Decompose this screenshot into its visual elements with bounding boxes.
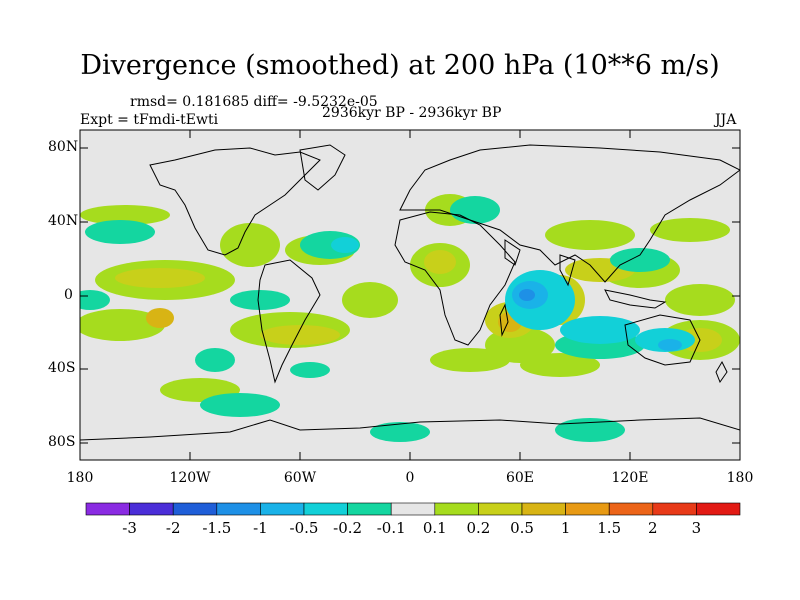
colorbar-label: -0.5	[289, 519, 319, 537]
axis-ticks	[80, 130, 740, 460]
colorbar-box	[696, 502, 741, 516]
colorbar-box	[521, 502, 566, 516]
colorbar-label: 2	[648, 519, 658, 537]
period-label: 2936kyr BP - 2936kyr BP	[322, 105, 502, 121]
season-label: JJA	[715, 112, 737, 128]
colorbar-label: 0.2	[466, 519, 491, 537]
lon-label-60w: 60W	[283, 470, 317, 486]
lat-label-0: 0	[64, 287, 73, 303]
colorbar-box	[172, 502, 218, 516]
divergence-field	[80, 194, 740, 442]
colorbar-box	[608, 502, 654, 516]
colorbar-label: 1	[560, 519, 571, 537]
colorbar-box	[129, 502, 174, 516]
colorbar-box	[478, 502, 523, 516]
colorbar-box	[85, 502, 130, 516]
colorbar-label: 3	[691, 519, 702, 537]
lon-label-180e: 180	[726, 470, 754, 486]
colorbar-box	[390, 502, 436, 516]
colorbar-label: 0.5	[510, 519, 534, 537]
lon-label-180w: 180	[66, 470, 94, 486]
colorbar-box	[652, 502, 697, 516]
colorbar-box	[565, 502, 610, 516]
lat-label-80n: 80N	[48, 139, 79, 155]
lat-label-40n: 40N	[48, 213, 79, 229]
coastlines	[80, 144, 740, 441]
lat-label-40s: 40S	[48, 360, 76, 376]
colorbar-label: -1.5	[202, 519, 232, 537]
colorbar-label: -2	[165, 519, 181, 537]
colorbar-box	[434, 502, 479, 516]
colorbar-label: 0.1	[422, 519, 447, 537]
colorbar	[85, 502, 741, 516]
colorbar-box	[260, 502, 305, 516]
lon-label-120e: 120E	[611, 470, 649, 486]
colorbar-box	[303, 502, 348, 516]
colorbar-box	[216, 502, 261, 516]
lat-label-80s: 80S	[48, 434, 76, 450]
figure-title: Divergence (smoothed) at 200 hPa (10**6 …	[80, 50, 720, 81]
colorbar-label: -0.2	[333, 519, 363, 537]
lon-label-120w: 120W	[169, 470, 211, 486]
lon-label-0: 0	[405, 470, 415, 486]
colorbar-label: -1	[253, 519, 268, 537]
colorbar-box	[347, 502, 392, 516]
stats-text: rmsd= 0.181685 diff= -9.5232e-05	[130, 94, 378, 110]
colorbar-label: 1.5	[597, 519, 622, 537]
experiment-label: Expt = tFmdi-tEwti	[80, 112, 219, 128]
colorbar-label: -3	[122, 519, 137, 537]
colorbar-label: -0.1	[376, 519, 406, 537]
lon-label-60e: 60E	[505, 470, 535, 486]
